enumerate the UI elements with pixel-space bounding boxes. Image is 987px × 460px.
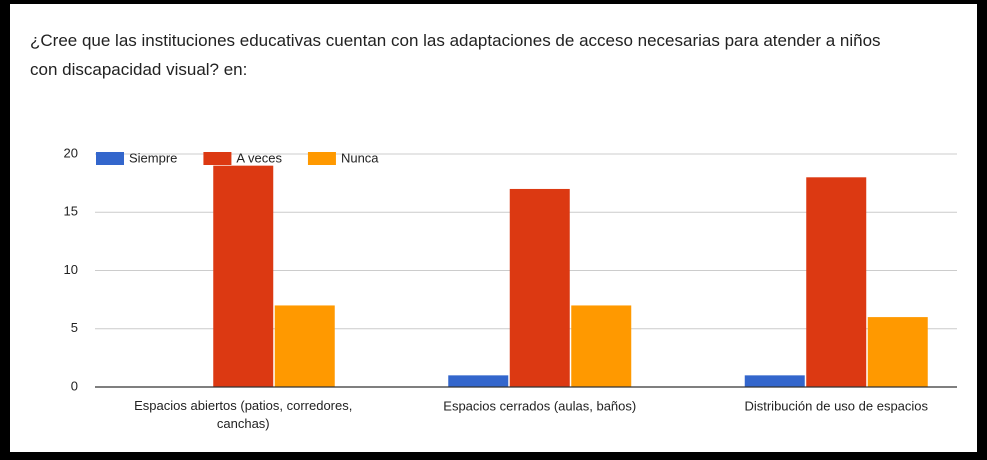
x-tick-label: Espacios cerrados (aulas, baños) [443, 398, 636, 413]
bar [274, 305, 335, 387]
y-tick-label: 10 [64, 262, 78, 277]
x-tick-label: Espacios abiertos (patios, corredores, ca… [134, 398, 352, 431]
bar [213, 165, 274, 387]
y-tick-label: 20 [64, 145, 78, 160]
legend-swatch [96, 152, 124, 165]
x-tick-label: Distribución de uso de espacios [744, 398, 928, 413]
y-tick-label: 0 [71, 378, 78, 393]
y-tick-label: 15 [64, 204, 78, 219]
chart: 0 5 10 15 20 Espacios abiertos (patios, corre… [64, 145, 957, 431]
chart-title: ¿Cree que las instituciones educativas c… [30, 31, 881, 79]
legend-label: Siempre [129, 150, 177, 165]
y-tick-label: 5 [71, 320, 78, 335]
bar [806, 177, 867, 387]
legend-label: Nunca [341, 150, 379, 165]
bar [448, 375, 509, 387]
bar [744, 375, 805, 387]
legend: Siempre A veces Nunca [96, 150, 379, 165]
bar [867, 317, 928, 387]
legend-swatch [203, 152, 232, 165]
legend-label: A veces [236, 150, 282, 165]
chart-card: ¿Cree que las instituciones educativas c… [10, 4, 977, 452]
bar [571, 305, 632, 387]
bar [509, 188, 570, 387]
legend-swatch [307, 152, 336, 165]
